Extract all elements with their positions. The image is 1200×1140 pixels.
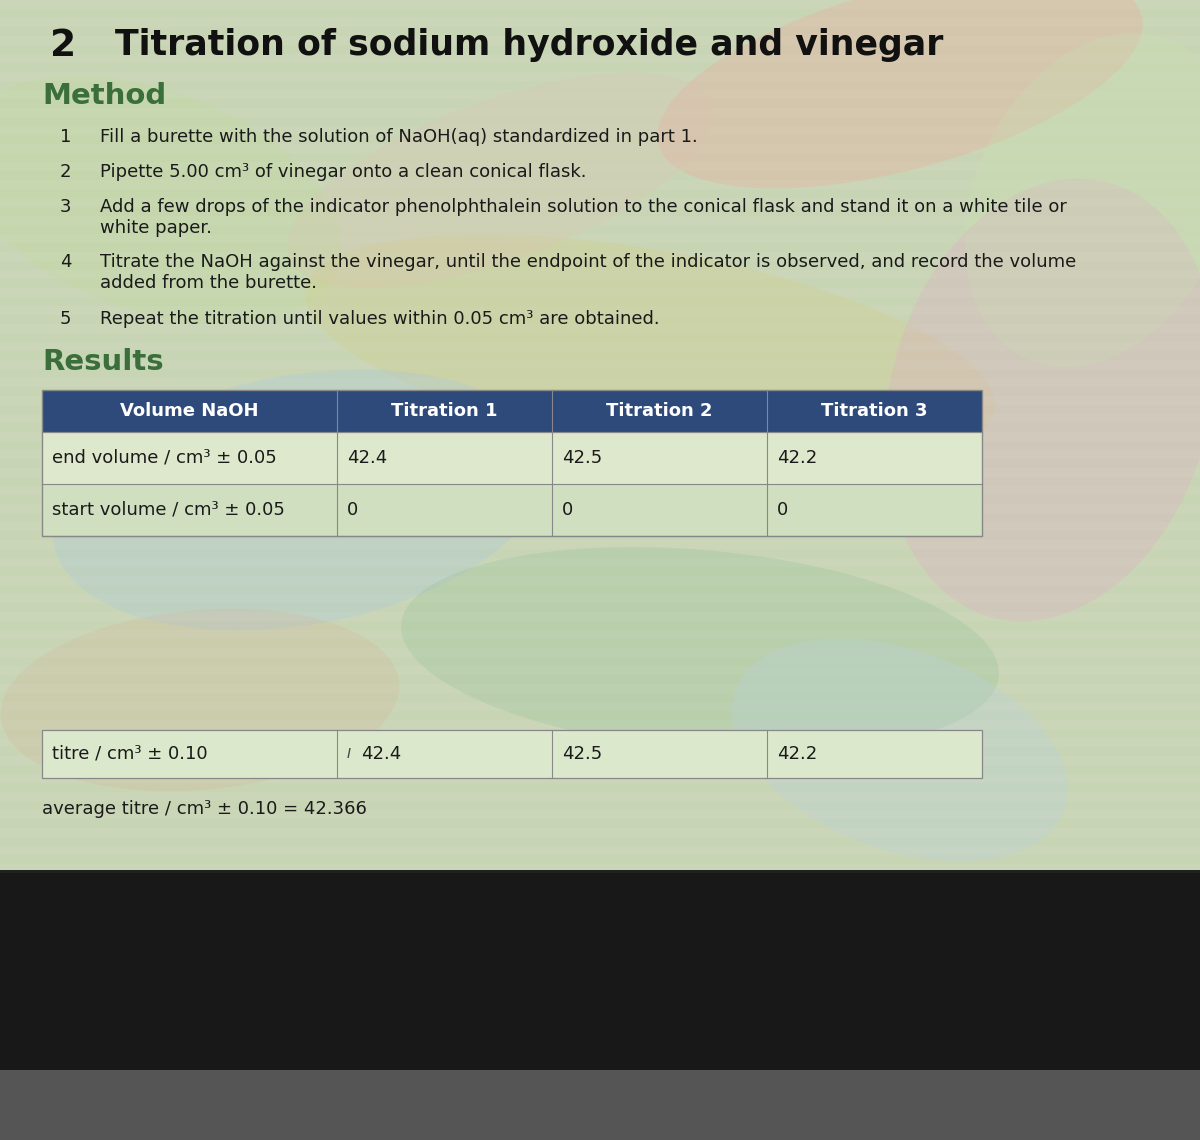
Bar [0,540,1200,549]
Ellipse shape [965,33,1200,367]
Bar [42,390,982,432]
Bar [0,378,1200,386]
Ellipse shape [884,179,1200,621]
Bar [0,90,1200,99]
Text: Titration 1: Titration 1 [391,402,498,420]
Bar [0,522,1200,531]
Bar [0,36,1200,44]
Bar [0,108,1200,117]
Bar [0,288,1200,298]
Bar [0,198,1200,207]
Text: end volume / cm³ ± 0.05: end volume / cm³ ± 0.05 [52,449,277,467]
Text: titre / cm³ ± 0.10: titre / cm³ ± 0.10 [52,746,208,763]
Bar [0,612,1200,621]
Text: average titre / cm³ ± 0.10 = 42.366: average titre / cm³ ± 0.10 = 42.366 [42,800,367,819]
Bar [0,720,1200,728]
Bar [0,469,1200,477]
Ellipse shape [401,547,998,754]
Bar [0,0,1200,870]
Bar [0,342,1200,351]
Bar [0,630,1200,640]
Bar [0,54,1200,63]
Bar [0,557,1200,567]
Text: Fill a burette with the solution of NaOH(aq) standardized in part 1.: Fill a burette with the solution of NaOH… [100,128,697,146]
Text: Pipette 5.00 cm³ of vinegar onto a clean conical flask.: Pipette 5.00 cm³ of vinegar onto a clean… [100,163,587,181]
Ellipse shape [53,369,547,630]
Bar [0,396,1200,405]
Text: 0: 0 [562,500,574,519]
Bar [0,870,1200,1140]
Bar [0,414,1200,423]
Bar [0,215,1200,225]
Bar [0,1070,1200,1140]
Ellipse shape [732,638,1068,862]
Bar [0,594,1200,603]
Text: Add a few drops of the indicator phenolphthalein solution to the conical flask a: Add a few drops of the indicator phenolp… [100,198,1067,237]
Bar [0,162,1200,171]
Bar [0,432,1200,441]
Text: 0: 0 [778,500,788,519]
Bar [0,811,1200,819]
Bar [0,360,1200,369]
Bar [0,666,1200,675]
Text: Titration 2: Titration 2 [606,402,713,420]
Bar [42,730,982,777]
Bar [0,648,1200,657]
Text: 42.5: 42.5 [562,449,602,467]
Text: 4: 4 [60,253,72,271]
Text: 42.5: 42.5 [562,746,602,763]
Text: 1: 1 [60,128,71,146]
Text: 42.4: 42.4 [361,746,401,763]
Bar [0,846,1200,855]
Bar [0,756,1200,765]
Text: 2: 2 [60,163,72,181]
Bar [0,486,1200,495]
Ellipse shape [287,73,713,287]
Text: Results: Results [42,348,163,376]
Text: 5: 5 [60,310,72,328]
Ellipse shape [658,0,1142,188]
Bar [0,684,1200,693]
Text: Method: Method [42,82,167,109]
Bar [0,576,1200,585]
Bar [0,864,1200,873]
Text: 2: 2 [50,28,76,64]
Bar [0,774,1200,783]
Bar [42,432,982,484]
Text: 42.4: 42.4 [347,449,388,467]
Bar [0,306,1200,315]
Text: 42.2: 42.2 [778,746,817,763]
Bar [0,270,1200,279]
Ellipse shape [1,609,400,791]
Text: I: I [347,747,352,762]
Bar [0,0,1200,9]
Text: 42.2: 42.2 [778,449,817,467]
Bar [0,144,1200,153]
Text: Titrate the NaOH against the vinegar, until the endpoint of the indicator is obs: Titrate the NaOH against the vinegar, un… [100,253,1076,292]
Bar [0,504,1200,513]
Bar [42,484,982,536]
Text: Repeat the titration until values within 0.05 cm³ are obtained.: Repeat the titration until values within… [100,310,660,328]
Bar [0,702,1200,711]
Text: Titration 3: Titration 3 [821,402,928,420]
Text: 3: 3 [60,198,72,215]
Bar [0,180,1200,189]
Bar [0,252,1200,261]
Bar [0,18,1200,27]
Text: start volume / cm³ ± 0.05: start volume / cm³ ± 0.05 [52,500,284,519]
Ellipse shape [305,235,995,466]
Bar [0,72,1200,81]
Bar [0,828,1200,837]
Text: 0: 0 [347,500,359,519]
Bar [0,738,1200,747]
Bar [0,127,1200,135]
Text: Titration of sodium hydroxide and vinegar: Titration of sodium hydroxide and vinega… [115,28,943,62]
Bar [0,324,1200,333]
Ellipse shape [0,76,342,324]
Text: Volume NaOH: Volume NaOH [120,402,259,420]
Bar [42,390,982,536]
Bar [0,450,1200,459]
Bar [0,792,1200,801]
Bar [0,234,1200,243]
